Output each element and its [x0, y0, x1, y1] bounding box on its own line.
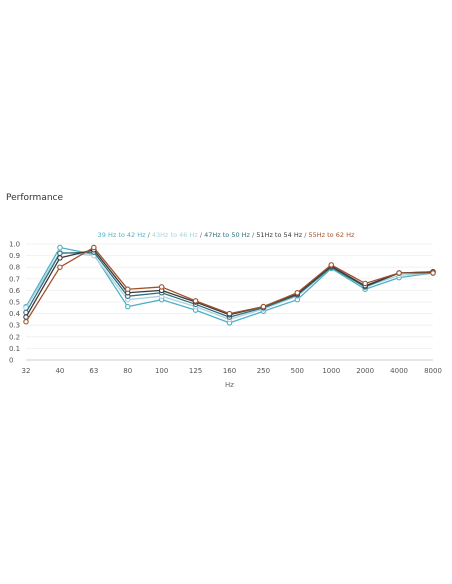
- x-tick-label: 2000: [356, 367, 374, 375]
- data-point: [91, 244, 97, 251]
- legend-item[interactable]: 47Hz to 50 Hz: [204, 231, 250, 239]
- y-tick-label: 0.9: [9, 252, 20, 260]
- x-axis-label: Hz: [225, 381, 234, 389]
- data-point: [57, 264, 63, 270]
- y-tick-label: 0: [9, 357, 13, 365]
- data-point: [294, 289, 301, 296]
- y-tick-label: 1.0: [9, 241, 20, 249]
- data-point: [57, 250, 63, 257]
- legend-separator: /: [197, 231, 205, 239]
- x-tick-label: 1000: [322, 367, 340, 375]
- legend-item[interactable]: 55Hz to 62 Hz: [308, 231, 355, 239]
- chart-legend: 39 Hz to 42 Hz / 43Hz to 46 Hz / 47Hz to…: [0, 231, 452, 239]
- data-point: [125, 303, 131, 310]
- x-tick-label: 32: [22, 367, 31, 375]
- data-point: [57, 244, 63, 251]
- page-title: Performance: [6, 193, 64, 203]
- x-tick-label: 8000: [424, 367, 442, 375]
- legend-item[interactable]: 43Hz to 46 Hz: [151, 231, 198, 239]
- x-tick-label: 250: [257, 367, 270, 375]
- y-tick-label: 0.1: [9, 345, 20, 353]
- data-point: [430, 270, 436, 276]
- series-group: [23, 244, 436, 325]
- series-line: [25, 251, 434, 321]
- x-tick-label: 4000: [390, 367, 408, 375]
- x-tick-label: 100: [155, 367, 168, 375]
- data-point: [158, 284, 165, 290]
- y-tick-label: 0.4: [9, 310, 21, 318]
- y-tick-label: 0.3: [9, 322, 20, 330]
- legend-item[interactable]: 39 Hz to 42 Hz: [97, 231, 146, 239]
- series-line: [25, 251, 434, 318]
- data-point: [23, 318, 29, 325]
- x-tick-label: 80: [123, 367, 132, 375]
- data-point: [260, 303, 267, 310]
- y-tick-label: 0.6: [9, 287, 21, 295]
- series-line: [25, 249, 434, 318]
- y-tick-label: 0.2: [9, 333, 20, 341]
- data-point: [396, 270, 402, 276]
- data-point: [362, 280, 368, 287]
- x-tick-label: 500: [291, 367, 304, 375]
- data-point: [192, 298, 199, 304]
- legend-separator: /: [302, 231, 309, 239]
- data-point: [125, 286, 131, 292]
- legend-separator: /: [145, 231, 152, 239]
- y-tick-label: 0.8: [9, 264, 20, 272]
- data-point: [328, 262, 334, 268]
- x-tick-label: 125: [189, 367, 202, 375]
- x-tick-label: 63: [89, 367, 98, 375]
- legend-separator: /: [249, 231, 257, 239]
- y-tick-label: 0.5: [9, 299, 20, 307]
- data-point: [226, 310, 233, 317]
- data-point: [57, 255, 63, 261]
- x-tick-label: 160: [223, 367, 236, 375]
- legend-item[interactable]: 51Hz to 54 Hz: [256, 231, 303, 239]
- x-tick-label: 40: [55, 367, 64, 375]
- y-tick-label: 0.7: [9, 275, 20, 283]
